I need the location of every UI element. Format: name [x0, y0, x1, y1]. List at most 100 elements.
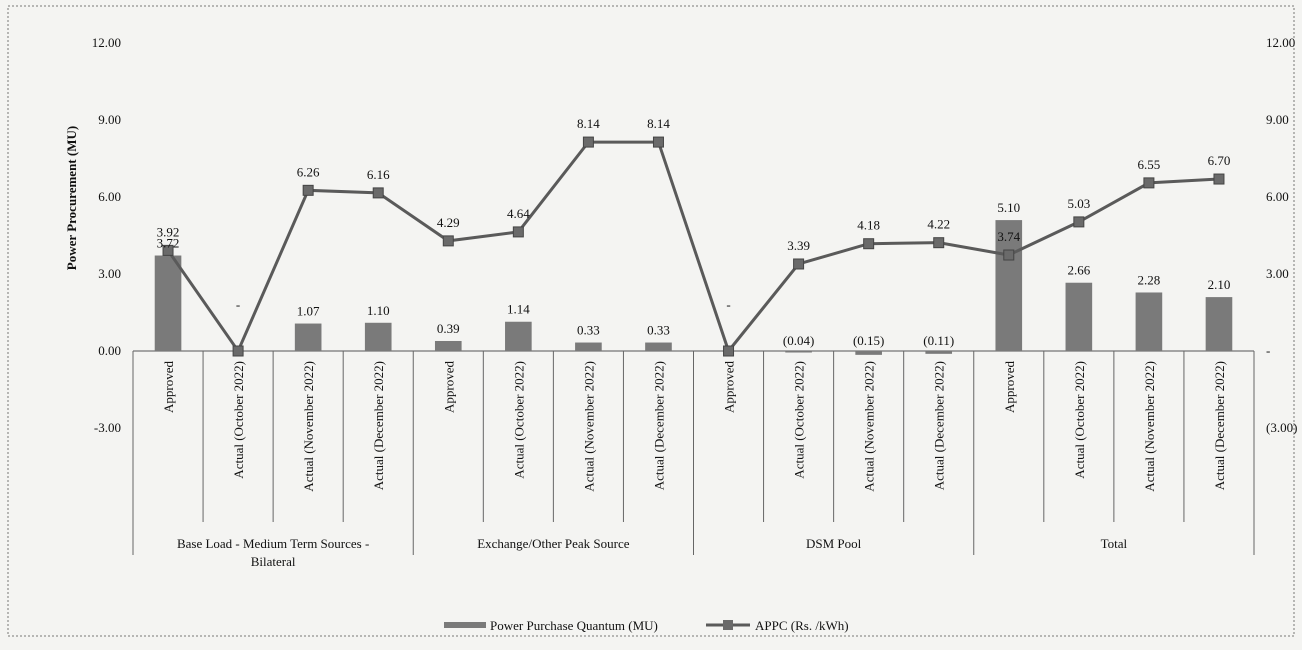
category-label: Actual (November 2022) [301, 361, 316, 492]
line-data-label: 4.18 [857, 218, 880, 233]
bar [434, 340, 462, 351]
bar [645, 342, 672, 351]
bar [785, 351, 812, 353]
bar-data-label: - [726, 297, 730, 312]
y-tick-left: 12.00 [92, 35, 121, 50]
bar-series [154, 220, 1233, 355]
y-tick-left: -3.00 [94, 420, 121, 435]
line-point [372, 187, 384, 199]
bar-data-label: 1.07 [297, 304, 320, 319]
legend-line-marker [723, 620, 733, 630]
line-data-label: 4.64 [507, 206, 530, 221]
category-label: Actual (November 2022) [862, 361, 877, 492]
line-point [1213, 173, 1225, 185]
category-label: Actual (December 2022) [1212, 361, 1227, 490]
category-dividers [132, 351, 1255, 555]
line-point [863, 238, 875, 250]
y-tick-right: - [1266, 343, 1270, 358]
y-tick-left: 6.00 [98, 189, 121, 204]
line-data-label: 8.14 [577, 116, 600, 131]
category-label: Actual (November 2022) [1142, 361, 1157, 492]
group-label: Total [1101, 536, 1128, 551]
legend: Power Purchase Quantum (MU) APPC (Rs. /k… [444, 618, 849, 633]
category-label: Approved [161, 361, 176, 413]
category-label: Actual (October 2022) [231, 361, 246, 479]
bar [294, 323, 322, 351]
y-tick-right: 3.00 [1266, 266, 1289, 281]
y-tick-left: 0.00 [98, 343, 121, 358]
category-label: Approved [1002, 361, 1017, 413]
y-tick-left: 3.00 [98, 266, 121, 281]
bar [1065, 282, 1093, 351]
bar [1135, 292, 1163, 351]
category-label: Actual (November 2022) [581, 361, 596, 492]
category-label: Actual (December 2022) [371, 361, 386, 490]
legend-line-label: APPC (Rs. /kWh) [755, 618, 849, 633]
bar-data-label: 3.72 [157, 236, 180, 251]
y-tick-left: 9.00 [98, 112, 121, 127]
bar [855, 351, 882, 355]
legend-bar-label: Power Purchase Quantum (MU) [490, 618, 658, 633]
y-tick-right: 9.00 [1266, 112, 1289, 127]
line-data-label: 3.39 [787, 238, 810, 253]
line-point [652, 136, 664, 148]
group-label: DSM Pool [806, 536, 862, 551]
line-data-label: 6.16 [367, 167, 390, 182]
line-point [1143, 177, 1155, 189]
bar-data-label: 0.33 [647, 323, 670, 338]
line-data-label: 3.92 [157, 224, 180, 239]
line-data-label: 8.14 [647, 116, 670, 131]
line-point [442, 235, 454, 247]
bar-data-label: - [236, 297, 240, 312]
line-point [162, 244, 174, 256]
bar-data-label: 2.10 [1208, 277, 1231, 292]
line-data-label: 6.26 [297, 164, 320, 179]
category-label: Approved [722, 361, 737, 413]
bar [575, 342, 602, 351]
legend-bar-swatch [444, 622, 486, 628]
bar [925, 351, 953, 354]
category-label: Actual (October 2022) [1072, 361, 1087, 479]
line-point [1003, 249, 1015, 261]
bar-data-label: 2.66 [1067, 263, 1090, 278]
bar-data-label: (0.04) [783, 333, 814, 348]
line-point [232, 345, 244, 357]
line-point [723, 345, 735, 357]
bar-data-label: 2.28 [1138, 272, 1161, 287]
group-labels: Base Load - Medium Term Sources -Bilater… [177, 536, 1128, 569]
category-label: Actual (December 2022) [932, 361, 947, 490]
y-tick-right: 6.00 [1266, 189, 1289, 204]
line-series [162, 136, 1225, 357]
group-label: Base Load - Medium Term Sources -Bilater… [177, 536, 369, 569]
bar [1205, 297, 1233, 351]
line-point [1073, 216, 1085, 228]
line-data-label: 5.03 [1067, 196, 1090, 211]
category-label: Actual (October 2022) [792, 361, 807, 479]
category-label: Actual (October 2022) [511, 361, 526, 479]
group-label: Exchange/Other Peak Source [477, 536, 630, 551]
line-point [933, 237, 945, 249]
y-axis-title: Power Procurement (MU) [64, 126, 79, 270]
y-tick-right: 12.00 [1266, 35, 1295, 50]
bar-data-label: 5.10 [997, 200, 1020, 215]
line-data-label: 4.29 [437, 215, 460, 230]
line-data-label: 6.70 [1208, 153, 1231, 168]
chart-frame [7, 5, 1295, 637]
line-data-label: 4.22 [927, 217, 950, 232]
line-point [582, 136, 594, 148]
bar-data-label: (0.11) [923, 333, 954, 348]
category-label: Approved [441, 361, 456, 413]
y-tick-right: (3.00) [1266, 420, 1297, 435]
bar-data-label: 1.14 [507, 302, 530, 317]
category-label: Actual (December 2022) [651, 361, 666, 490]
line-point [512, 226, 524, 238]
data-labels: 3.72 - 1.07 1.10 0.39 1.14 0.33 0.33 - (0.04) (0.1… [157, 116, 1231, 348]
bar [505, 321, 532, 351]
category-labels: Approved Actual (October 2022) Actual (Nov… [161, 361, 1227, 492]
bar [364, 322, 392, 351]
axis-labels: 12.00 12.00 9.00 9.00 6.00 6.00 3.00 3.00 0.00 - -… [92, 35, 1298, 435]
line-data-label: 3.74 [997, 229, 1020, 244]
appc-line [166, 140, 1220, 355]
